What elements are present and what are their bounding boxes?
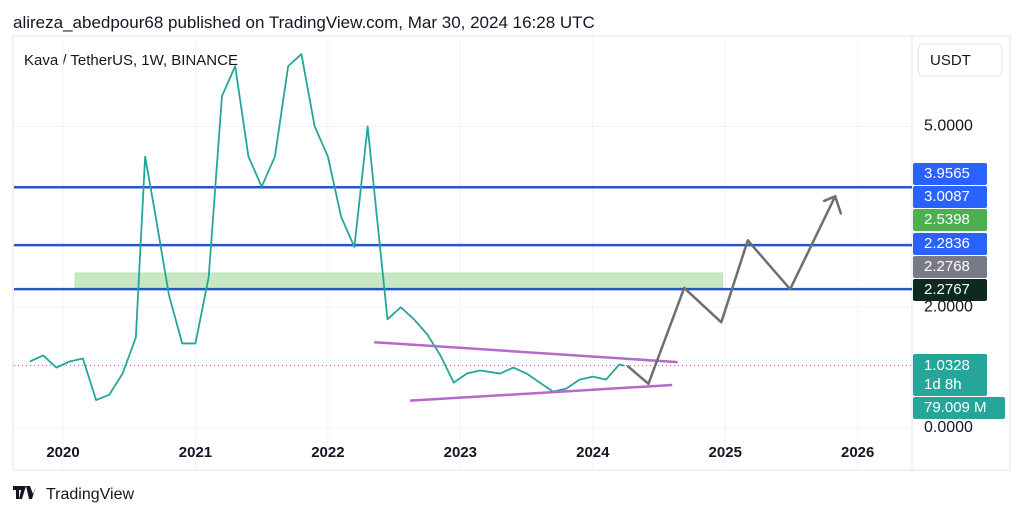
last-price: 1.0328: [924, 357, 970, 374]
last-price-box: [913, 354, 987, 396]
countdown: 1d 8h: [924, 376, 962, 393]
footer-brand: TradingView: [46, 486, 134, 503]
projection-path: [626, 195, 837, 386]
header: alireza_abedpour68 published on TradingV…: [13, 13, 595, 32]
price-label-box: [913, 233, 987, 255]
trendline: [409, 383, 673, 402]
x-tick-label: 2021: [179, 444, 212, 461]
x-tick-label: 2026: [841, 444, 874, 461]
x-tick-label: 2024: [576, 444, 610, 461]
price-label-box: [913, 256, 987, 278]
price-label: 2.2768: [924, 258, 970, 275]
price-label-box: [913, 163, 987, 185]
x-tick-label: 2022: [311, 444, 344, 461]
support-zone: [74, 272, 723, 290]
price-label: 2.2836: [924, 235, 970, 252]
price-label-box: [913, 186, 987, 208]
arrowhead: [822, 194, 843, 215]
volume-box: [913, 397, 1005, 419]
chart-title: Kava / TetherUS, 1W, BINANCE: [24, 52, 238, 69]
y-tick-label: 5.0000: [924, 118, 973, 135]
price-label-box: [913, 209, 987, 231]
y-tick-label: 2.0000: [924, 298, 973, 315]
price-label: 2.2767: [924, 281, 970, 298]
currency-box[interactable]: [917, 43, 1003, 77]
x-tick-label: 2020: [46, 444, 79, 461]
plot-area: [14, 37, 912, 470]
y-tick-label: 0.0000: [924, 419, 973, 436]
price-label: 3.0087: [924, 188, 970, 205]
chart-frame: [12, 35, 1011, 471]
volume-label: 79.009 M: [924, 399, 987, 416]
x-tick-label: 2025: [709, 444, 742, 461]
currency: USDT: [930, 52, 971, 69]
x-tick-label: 2023: [444, 444, 477, 461]
price-label: 2.5398: [924, 211, 970, 228]
price-line: [29, 53, 625, 401]
price-label-box: [913, 279, 987, 301]
trendline: [374, 340, 678, 364]
logo: [13, 486, 36, 499]
price-label: 3.9565: [924, 165, 970, 182]
